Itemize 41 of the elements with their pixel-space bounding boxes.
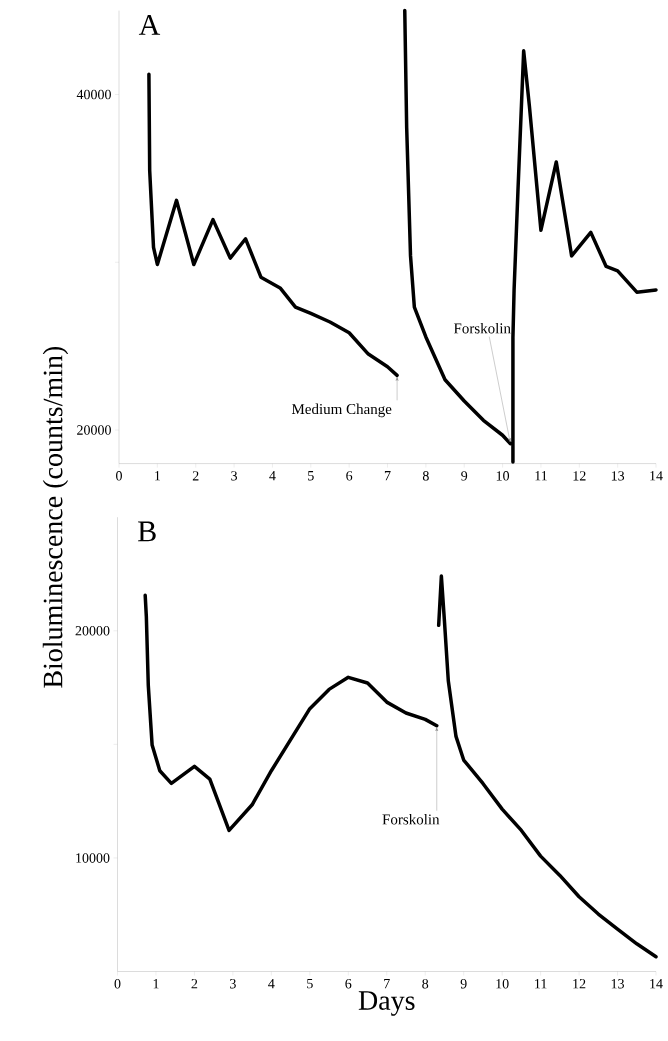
x-tick-label: 1 [153,979,159,989]
x-tick-label: 7 [384,979,390,989]
y-tick-label: 10000 [76,853,110,863]
x-tick-label: 1 [155,471,161,481]
x-tick-label: 8 [422,979,429,989]
x-tick-label: 4 [269,471,276,481]
x-tick-label: 0 [114,979,121,989]
x-tick-label: 7 [384,471,391,481]
x-tick-label: 6 [346,471,353,481]
x-tick-label: 13 [611,471,625,481]
chart-title: B [138,521,156,542]
x-tick-label: 12 [573,979,586,989]
y-tick-label: 20000 [75,626,110,636]
annotation: Forskolin [453,322,511,334]
x-tick-label: 5 [307,979,313,989]
annotation: Medium Change [291,403,392,418]
y-tick-label: 20000 [77,425,111,435]
x-tick-label: 3 [230,979,236,989]
x-tick-label: 13 [611,979,624,989]
x-tick-label: 2 [192,471,199,481]
x-tick-label: 2 [191,979,198,989]
x-tick-label: 4 [268,979,275,989]
y-axis-title: Bioluminescence (counts/min) [42,346,69,688]
x-tick-label: 9 [460,979,467,989]
x-axis-title: Days [358,991,415,1016]
x-tick-label: 12 [573,471,586,481]
chart-title: A [138,14,161,35]
x-tick-label: 8 [422,471,429,481]
x-tick-label: 14 [650,979,663,989]
x-tick-label: 3 [231,471,238,481]
y-tick-label: 40000 [76,89,111,100]
x-tick-label: 10 [496,979,509,989]
annotation: Forskolin [382,813,440,825]
x-tick-label: 5 [308,471,314,481]
x-tick-label: 14 [650,471,663,481]
x-tick-label: 11 [535,979,547,989]
x-tick-label: 11 [535,471,547,481]
x-tick-label: 10 [496,471,510,481]
x-tick-label: 0 [116,471,122,481]
x-tick-label: 6 [345,979,352,989]
x-tick-label: 9 [461,471,468,481]
